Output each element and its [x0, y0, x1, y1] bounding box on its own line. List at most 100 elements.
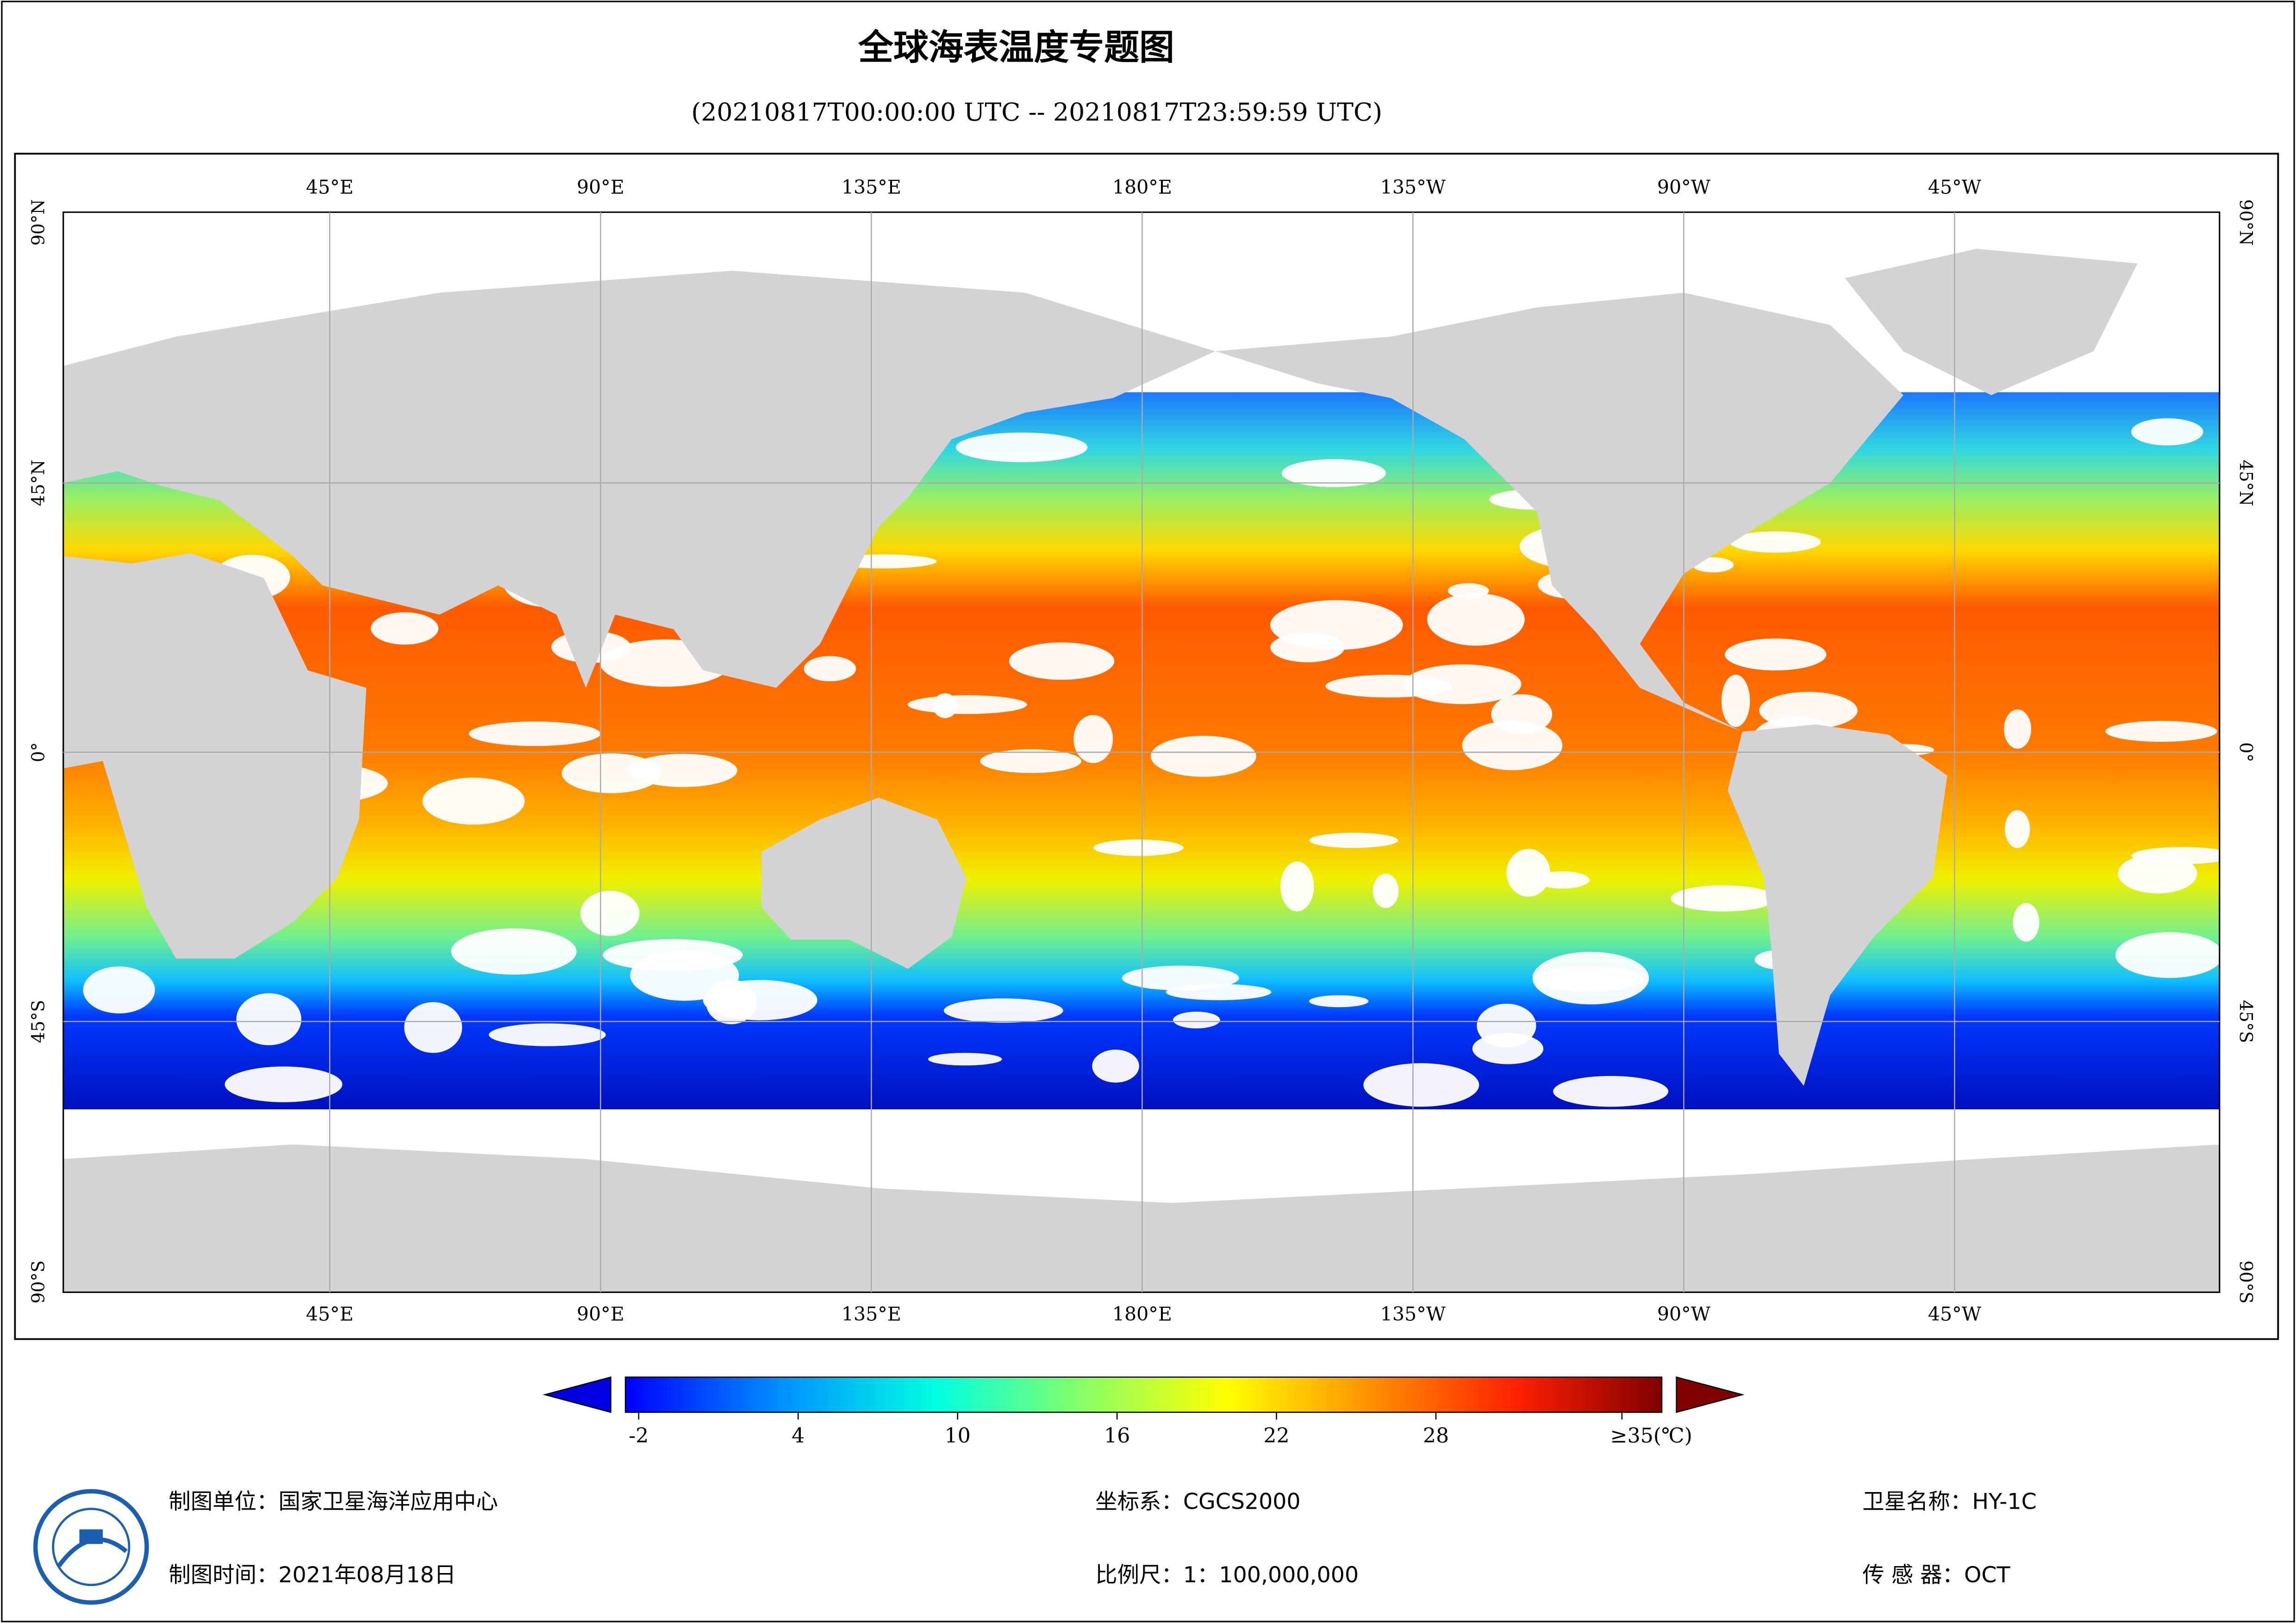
cloud: [1122, 965, 1239, 991]
colorbar-tick-label: -2: [629, 1424, 649, 1448]
cloud: [955, 432, 1088, 462]
cloud: [2004, 709, 2031, 749]
colorbar-low-arrow: [543, 1376, 611, 1413]
cloud: [943, 998, 1063, 1023]
footer-sensor: 传 感 器：OCT: [1862, 1562, 2010, 1588]
title: 全球海表温度专题图: [858, 27, 1174, 68]
colorbar-tick-label: ≥35(℃): [1610, 1424, 1692, 1448]
lon-label-bottom: 135°W: [1380, 1303, 1446, 1325]
cloud: [933, 693, 958, 718]
cloud: [225, 1066, 343, 1102]
lat-label-right: 90°N: [2236, 199, 2256, 245]
cloud: [1373, 873, 1399, 908]
lon-label-bottom: 45°E: [306, 1303, 354, 1325]
lon-label-top: 45°W: [1928, 176, 1982, 198]
cloud: [1491, 694, 1553, 734]
colorbar-ramp: [624, 1376, 1663, 1413]
cloud: [1092, 1050, 1139, 1083]
cloud: [1532, 951, 1649, 1005]
lon-label-top: 180°E: [1112, 176, 1172, 198]
lon-label-bottom: 90°W: [1657, 1303, 1711, 1325]
lon-label-top: 45°E: [306, 176, 354, 198]
lon-label-top: 135°W: [1380, 176, 1446, 198]
colorbar: -2 4 10 16 22 28 ≥35(℃): [543, 1376, 1745, 1448]
footer-org: 制图单位：国家卫星海洋应用中心: [168, 1489, 498, 1515]
graticule: 45°E 45°E 90°E 90°E 135°E 135°E 180°E 180°E 135°…: [28, 176, 2256, 1325]
cloud: [629, 753, 737, 787]
cloud: [468, 721, 601, 746]
footer-satellite: 卫星名称：HY-1C: [1862, 1489, 2037, 1515]
antarctica: [63, 1144, 2220, 1293]
lat-label-right: 45°S: [2236, 1000, 2256, 1043]
cloud: [422, 777, 525, 825]
cloud: [2131, 847, 2220, 864]
cloud: [2131, 418, 2203, 446]
subtitle: (20210817T00:00:00 UTC -- 20210817T23:59…: [691, 98, 1382, 127]
lon-label-top: 135°E: [842, 176, 901, 198]
lat-label-left: 45°S: [28, 1000, 49, 1043]
lat-label-right: 90°S: [2236, 1261, 2256, 1304]
cloud: [2005, 810, 2030, 848]
cloud: [1721, 674, 1750, 727]
lon-label-top: 90°W: [1657, 176, 1711, 198]
lat-label-right: 45°N: [2236, 460, 2256, 506]
lon-label-bottom: 135°E: [842, 1303, 901, 1325]
cloud: [451, 928, 577, 975]
cloud: [236, 993, 302, 1045]
south-america: [1728, 724, 1947, 1086]
cloud: [1270, 600, 1403, 650]
colorbar-tick-label: 22: [1263, 1424, 1289, 1448]
cloud: [1472, 1033, 1544, 1064]
logo: [33, 1489, 149, 1605]
colorbar-tick-label: 10: [944, 1424, 970, 1448]
cloud: [804, 656, 856, 682]
cloud: [1725, 638, 1827, 671]
land: [63, 249, 2220, 1293]
lon-label-bottom: 90°E: [577, 1303, 624, 1325]
lat-label-left: 0°: [28, 742, 49, 762]
lat-label-left: 45°N: [28, 460, 49, 506]
lon-label-bottom: 180°E: [1112, 1303, 1172, 1325]
cloud: [1325, 675, 1453, 698]
eurasia: [63, 271, 1216, 688]
cloud: [1309, 995, 1369, 1007]
footer-crs: 坐标系：CGCS2000: [1095, 1489, 1300, 1515]
colorbar-tick-label: 16: [1104, 1424, 1130, 1448]
footer-date: 制图时间：2021年08月18日: [168, 1562, 456, 1588]
australia: [761, 797, 967, 969]
north-america: [1215, 292, 1903, 732]
colorbar-tick-label: 4: [792, 1424, 805, 1448]
cloud: [1093, 839, 1184, 856]
cloud: [371, 612, 439, 645]
cloud: [1363, 1063, 1479, 1107]
cloud: [928, 1052, 1002, 1066]
cloud: [580, 890, 640, 936]
cloud: [1427, 593, 1525, 646]
lon-label-bottom: 45°W: [1928, 1303, 1982, 1325]
africa: [63, 553, 367, 959]
lat-label-left: 90°N: [28, 199, 49, 245]
colorbar-tick-label: 28: [1423, 1424, 1449, 1448]
cloud: [1150, 735, 1256, 777]
lat-label-right: 0°: [2236, 742, 2256, 762]
cloud: [1173, 1011, 1220, 1029]
cloud: [703, 980, 817, 1020]
cloud: [1280, 861, 1314, 912]
cloud: [1309, 833, 1398, 848]
cloud: [1009, 642, 1115, 680]
colorbar-high-arrow: [1676, 1376, 1745, 1413]
cloud: [488, 1023, 606, 1046]
cloud: [1553, 1076, 1669, 1107]
cloud: [630, 950, 739, 1001]
cloud: [404, 1002, 462, 1053]
cloud: [1534, 871, 1590, 889]
cloud: [1729, 531, 1821, 553]
lat-label-left: 90°S: [28, 1261, 49, 1304]
cloud: [2105, 721, 2217, 742]
cloud: [1462, 721, 1563, 771]
lon-label-top: 90°E: [577, 176, 624, 198]
cloud: [980, 749, 1081, 773]
footer-scale: 比例尺：1：100,000,000: [1095, 1562, 1359, 1588]
